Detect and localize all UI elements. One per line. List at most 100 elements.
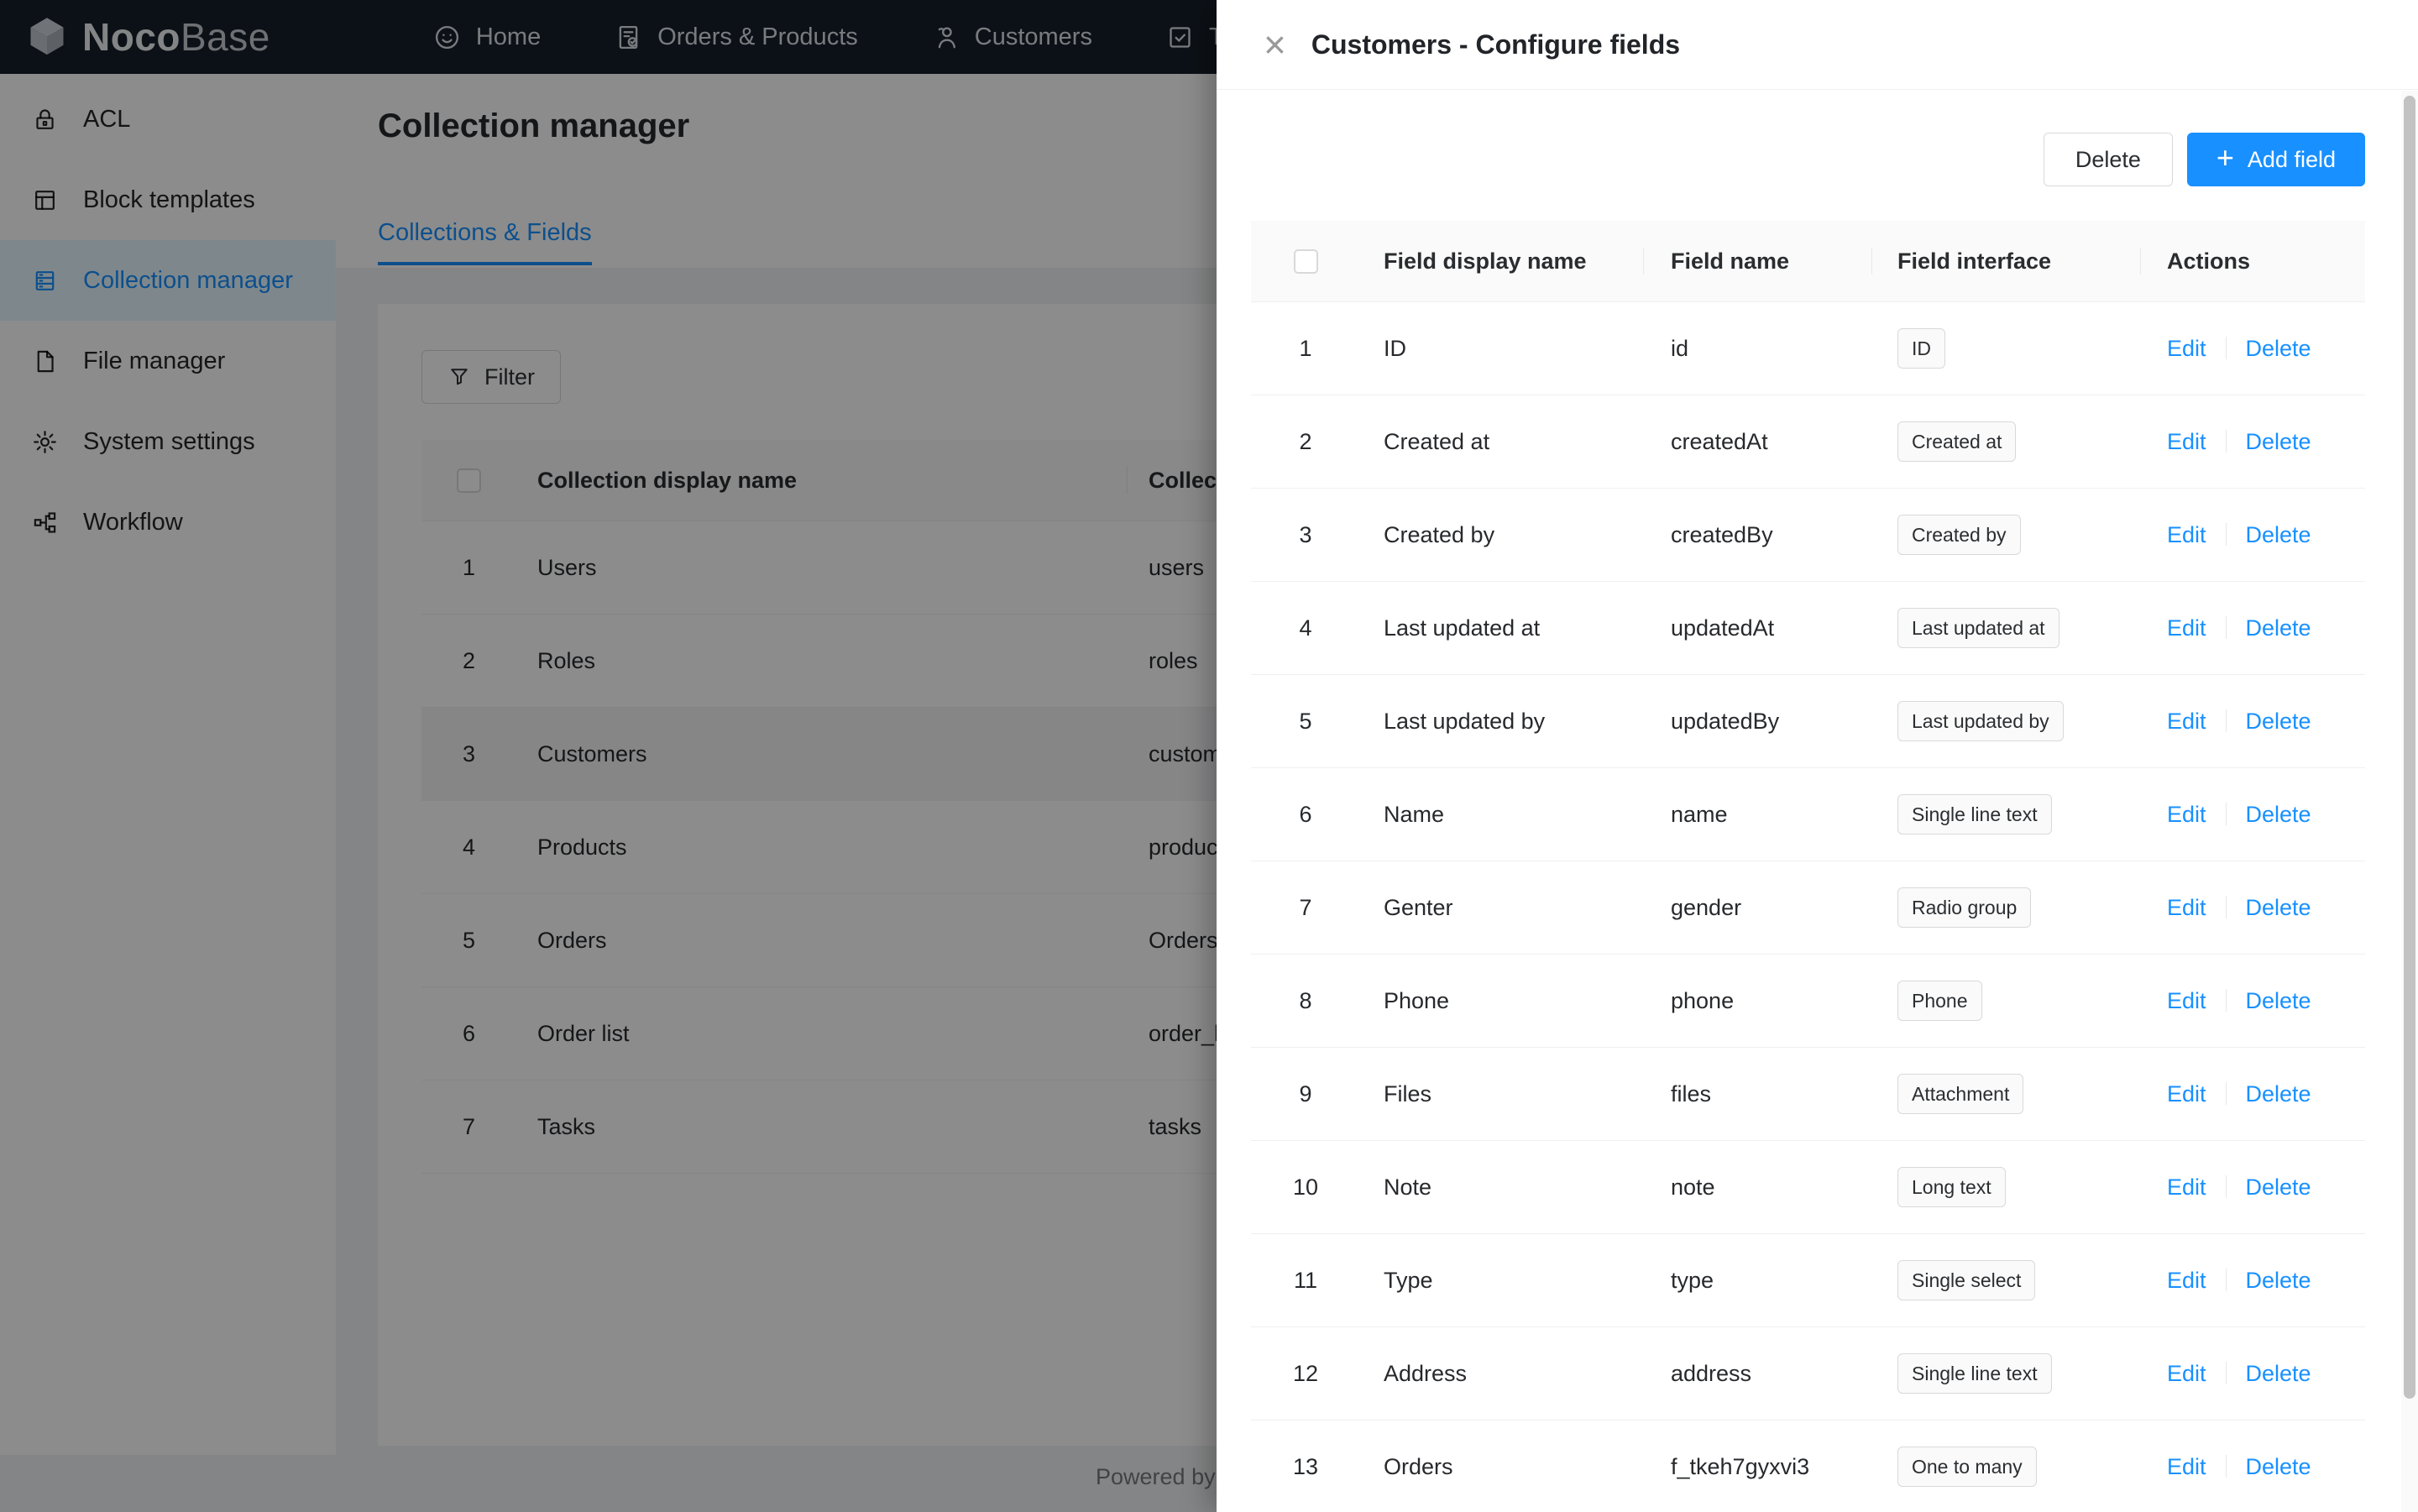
field-interface-tag: Radio group [1897, 887, 2032, 929]
field-display-name: Address [1384, 1360, 1468, 1386]
edit-link[interactable]: Edit [2167, 708, 2206, 734]
field-name: address [1671, 1360, 1752, 1386]
field-display-name: Files [1384, 1080, 1432, 1107]
field-row: 13 Orders f_tkeh7gyxvi3 One to many Edit… [1251, 1420, 2365, 1511]
lock-icon [36, 109, 54, 129]
row-index: 4 [1299, 615, 1312, 641]
field-interface-cell: Radio group [1871, 887, 2140, 929]
actions-divider [2225, 1175, 2227, 1198]
edit-link[interactable]: Edit [2167, 615, 2206, 641]
field-name: note [1671, 1174, 1715, 1200]
delete-link[interactable]: Delete [2245, 615, 2311, 641]
nav-item-customers[interactable]: Customers [895, 0, 1129, 74]
actions-divider [2225, 1361, 2227, 1384]
column-separator [1871, 248, 1872, 275]
tab-label: Collections & Fields [378, 219, 592, 246]
delete-link[interactable]: Delete [2245, 1453, 2311, 1479]
sidebar-item-label: System settings [83, 427, 255, 455]
edit-link[interactable]: Edit [2167, 1360, 2206, 1386]
add-field-button[interactable]: + Add field [2186, 133, 2365, 186]
field-interface-cell: Last updated at [1871, 607, 2140, 649]
add-field-label: Add field [2247, 146, 2336, 172]
delete-link[interactable]: Delete [2245, 1360, 2311, 1386]
edit-link[interactable]: Edit [2167, 521, 2206, 547]
field-interface-cell: Long text [1871, 1166, 2140, 1208]
edit-link[interactable]: Edit [2167, 801, 2206, 827]
layout-icon [35, 190, 55, 210]
row-actions: Edit Delete [2140, 709, 2365, 735]
row-actions: Edit Delete [2140, 615, 2365, 641]
field-row: 3 Created by createdBy Created by Edit De… [1251, 489, 2365, 582]
filter-button[interactable]: Filter [421, 350, 561, 404]
delete-link[interactable]: Delete [2245, 1174, 2311, 1200]
field-interface-cell: Last updated by [1871, 700, 2140, 742]
sidebar-item-acl[interactable]: ACL [0, 79, 336, 160]
collection-display-name: Roles [537, 647, 596, 673]
collection-display-name: Orders [537, 927, 607, 953]
delete-link[interactable]: Delete [2245, 801, 2311, 827]
actions-divider [2225, 709, 2227, 732]
field-interface-tag: Created at [1897, 421, 2017, 463]
field-interface-cell: Created by [1871, 514, 2140, 556]
actions-divider [2225, 336, 2227, 359]
sidebar-item-collection-manager[interactable]: Collection manager [0, 240, 336, 321]
field-display-name: Last updated by [1384, 708, 1546, 734]
row-index: 7 [1299, 894, 1312, 920]
delete-link[interactable]: Delete [2245, 521, 2311, 547]
edit-link[interactable]: Edit [2167, 428, 2206, 454]
row-index: 12 [1292, 1360, 1319, 1386]
row-actions: Edit Delete [2140, 1268, 2365, 1294]
plus-icon: + [2216, 140, 2234, 175]
field-display-name: Created by [1384, 521, 1495, 547]
delete-link[interactable]: Delete [2245, 708, 2311, 734]
scrollbar-thumb[interactable] [2404, 96, 2415, 1399]
collection-icon [35, 270, 55, 290]
sidebar-item-label: ACL [83, 105, 131, 133]
edit-link[interactable]: Edit [2167, 1174, 2206, 1200]
delete-link[interactable]: Delete [2245, 335, 2311, 361]
field-row: 11 Type type Single select Edit Delete [1251, 1234, 2365, 1327]
edit-link[interactable]: Edit [2167, 1267, 2206, 1293]
gear-icon [34, 430, 56, 453]
field-name: f_tkeh7gyxvi3 [1671, 1453, 1810, 1479]
field-interface-cell: ID [1871, 327, 2140, 369]
nav-item-home[interactable]: Home [396, 0, 578, 74]
checkbox-check-icon [1170, 26, 1191, 48]
select-all-checkbox[interactable] [1293, 249, 1318, 274]
delete-link[interactable]: Delete [2245, 428, 2311, 454]
nocobase-logo[interactable]: NocoBase [25, 14, 270, 60]
edit-link[interactable]: Edit [2167, 894, 2206, 920]
bulk-delete-button[interactable]: Delete [2043, 133, 2173, 186]
sidebar-item-system-settings[interactable]: System settings [0, 401, 336, 482]
file-icon [37, 350, 54, 372]
delete-link[interactable]: Delete [2245, 987, 2311, 1013]
sidebar-item-workflow[interactable]: Workflow [0, 482, 336, 562]
close-icon[interactable]: × [1264, 23, 1286, 66]
field-row: 2 Created at createdAt Created at Edit De… [1251, 395, 2365, 489]
nav-item-orders-products[interactable]: Orders & Products [578, 0, 895, 74]
sidebar-item-file-manager[interactable]: File manager [0, 321, 336, 401]
edit-link[interactable]: Edit [2167, 987, 2206, 1013]
field-row: 6 Name name Single line text Edit Delete [1251, 768, 2365, 861]
sidebar-item-block-templates[interactable]: Block templates [0, 160, 336, 240]
select-all-checkbox[interactable] [457, 468, 481, 493]
row-index: 2 [1299, 428, 1312, 454]
delete-link[interactable]: Delete [2245, 1080, 2311, 1107]
delete-link[interactable]: Delete [2245, 894, 2311, 920]
settings-sidebar: ACL Block templates Collection manager F… [0, 74, 336, 1455]
field-name: createdAt [1671, 428, 1768, 454]
row-actions: Edit Delete [2140, 988, 2365, 1014]
field-name: id [1671, 335, 1689, 361]
row-index: 1 [1299, 335, 1312, 361]
edit-link[interactable]: Edit [2167, 335, 2206, 361]
delete-link[interactable]: Delete [2245, 1267, 2311, 1293]
actions-divider [2225, 522, 2227, 546]
edit-link[interactable]: Edit [2167, 1080, 2206, 1107]
collection-display-name: Customers [537, 740, 647, 766]
edit-link[interactable]: Edit [2167, 1453, 2206, 1479]
field-interface-tag: Phone [1897, 980, 1982, 1022]
sidebar-item-label: Block templates [83, 186, 255, 213]
tab-collections-and-fields[interactable]: Collections & Fields [378, 219, 592, 265]
field-display-name: Name [1384, 801, 1445, 827]
field-display-name: Type [1384, 1267, 1433, 1293]
